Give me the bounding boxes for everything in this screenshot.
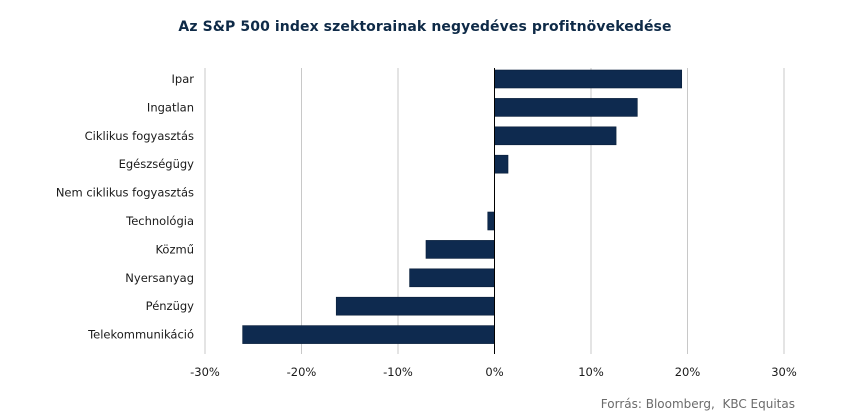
x-tick-label: 0% [485,365,503,379]
category-label: Nyersanyag [125,271,194,285]
category-label: Telekommunikáció [87,328,194,342]
category-label: Nem ciklikus fogyasztás [56,186,194,200]
x-tick-labels: -30% -20% -10% 0% 10% 20% 30% [190,365,797,379]
source-note: Forrás: Bloomberg, KBC Equitas [600,397,795,411]
bar [494,98,638,117]
category-label: Ciklikus fogyasztás [85,129,194,143]
x-tick-label: 20% [675,365,701,379]
category-labels: Ipar Ingatlan Ciklikus fogyasztás Egészségü… [56,72,194,342]
bar [425,240,495,259]
x-tick-label: -30% [190,365,220,379]
bar [494,69,683,89]
bar [494,154,509,174]
category-label: Ipar [172,72,195,86]
x-tick-label: -20% [287,365,317,379]
bar [409,268,495,288]
category-label: Technológia [125,214,194,228]
category-label: Egészségügy [119,157,195,171]
bar [487,211,495,231]
bar [494,126,617,146]
category-label: Közmű [155,242,194,256]
x-tick-label: -10% [383,365,413,379]
bar [335,296,495,316]
category-label: Ingatlan [147,100,194,114]
chart-title: Az S&P 500 index szektorainak negyedéves… [178,19,672,35]
bars [242,69,683,344]
category-label: Pénzügy [146,299,195,313]
x-tick-label: 10% [578,365,604,379]
x-tick-label: 30% [771,365,797,379]
bar [242,325,495,344]
